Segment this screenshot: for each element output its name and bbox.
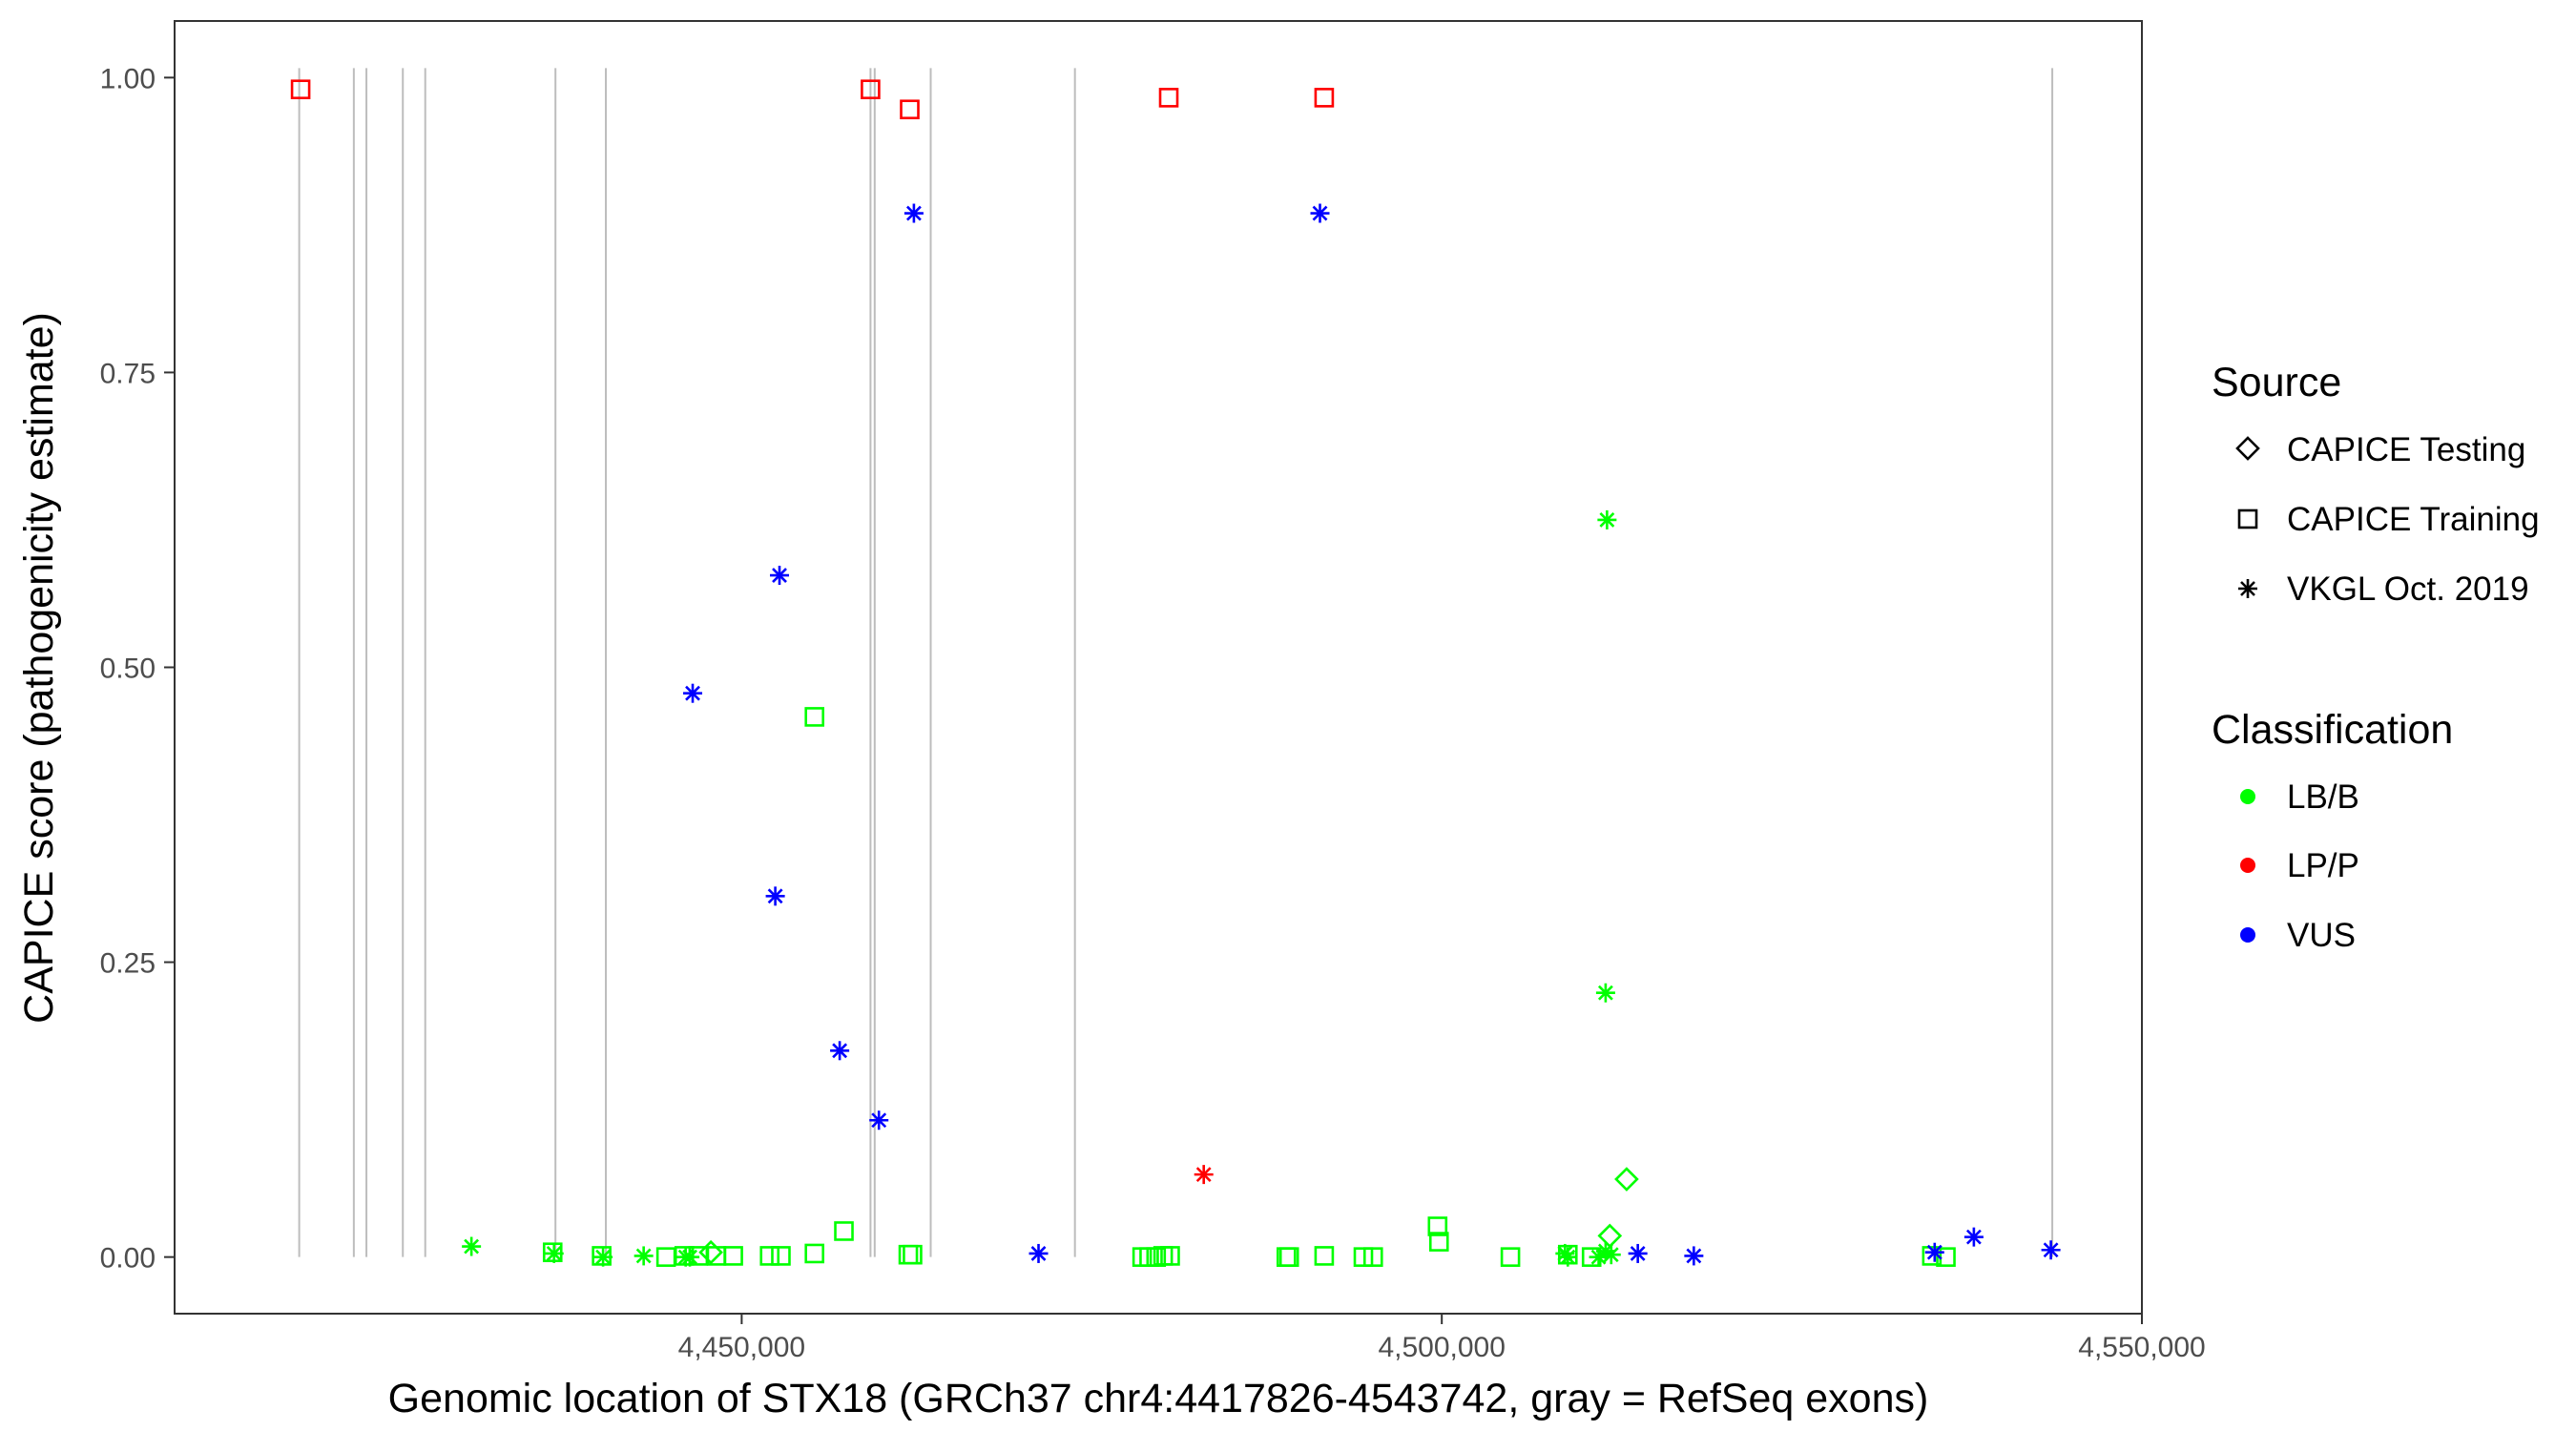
legend-item-label: VKGL Oct. 2019 bbox=[2287, 570, 2529, 608]
data-point-square bbox=[1160, 1246, 1180, 1266]
red-dot-icon bbox=[2240, 858, 2255, 873]
data-point-asterisk bbox=[1194, 1165, 1214, 1185]
data-point-square bbox=[1922, 1246, 1942, 1266]
data-point-asterisk bbox=[904, 203, 924, 223]
legend-item-vus: VUS bbox=[2240, 917, 2356, 954]
data-point-asterisk bbox=[1028, 1243, 1049, 1263]
data-point-asterisk bbox=[765, 886, 785, 906]
legend-item-label: LP/P bbox=[2287, 847, 2359, 884]
data-point-square bbox=[723, 1246, 743, 1266]
y-tick-label: 0.25 bbox=[100, 948, 156, 980]
data-point-square bbox=[1428, 1232, 1449, 1252]
data-point-diamond bbox=[698, 1239, 723, 1265]
data-point-square bbox=[290, 79, 311, 100]
data-point-asterisk bbox=[1558, 1247, 1578, 1267]
y-axis-title: CAPICE score (pathogenicity estimate) bbox=[16, 312, 62, 1024]
data-point-asterisk bbox=[2041, 1240, 2061, 1260]
data-point-square bbox=[1314, 88, 1335, 108]
data-point-square bbox=[834, 1221, 854, 1241]
data-points bbox=[290, 79, 2061, 1267]
legend-item-label: VUS bbox=[2287, 917, 2356, 954]
data-point-asterisk bbox=[1597, 509, 1617, 529]
exon-lines bbox=[298, 68, 2054, 1257]
data-point-asterisk bbox=[1310, 203, 1330, 223]
data-point-square bbox=[1500, 1247, 1521, 1267]
data-point-square bbox=[1427, 1216, 1448, 1236]
data-point-asterisk bbox=[462, 1236, 482, 1256]
y-tick-label: 1.00 bbox=[100, 63, 156, 94]
data-point-asterisk bbox=[544, 1243, 564, 1263]
x-tick-label: 4,500,000 bbox=[1378, 1332, 1505, 1363]
blue-dot-icon bbox=[2240, 927, 2255, 943]
data-point-asterisk bbox=[593, 1247, 613, 1267]
data-point-square bbox=[903, 1244, 923, 1265]
data-point-square bbox=[1158, 88, 1179, 108]
data-point-asterisk bbox=[680, 1247, 700, 1267]
data-point-asterisk bbox=[1924, 1242, 1944, 1262]
data-point-square bbox=[804, 1243, 825, 1264]
legend-item-lbb: LB/B bbox=[2240, 778, 2359, 816]
y-tick-label: 0.50 bbox=[100, 653, 156, 685]
data-point-asterisk bbox=[634, 1246, 654, 1266]
data-point-square bbox=[861, 79, 881, 100]
data-point-square bbox=[1314, 1246, 1335, 1266]
data-point-asterisk bbox=[770, 566, 790, 586]
legend-item-capice-testing: CAPICE Testing bbox=[2235, 431, 2525, 468]
data-point-square bbox=[1278, 1247, 1299, 1267]
green-dot-icon bbox=[2240, 789, 2255, 804]
data-point-square bbox=[1936, 1247, 1956, 1267]
asterisk-icon bbox=[2238, 579, 2257, 598]
square-icon bbox=[2237, 508, 2258, 529]
data-point-asterisk bbox=[1628, 1243, 1648, 1263]
x-axis-title: Genomic location of STX18 (GRCh37 chr4:4… bbox=[388, 1376, 1929, 1421]
legend-item-label: CAPICE Training bbox=[2287, 501, 2540, 538]
legend-item-label: CAPICE Testing bbox=[2287, 431, 2525, 468]
y-tick-label: 0.75 bbox=[100, 358, 156, 389]
data-point-square bbox=[900, 99, 920, 120]
data-point-asterisk bbox=[1601, 1245, 1621, 1265]
x-tick-label: 4,450,000 bbox=[678, 1332, 805, 1363]
legend-source-title: Source bbox=[2212, 360, 2341, 405]
legend: Source CAPICE Testing CAPICE Training VK… bbox=[2212, 360, 2540, 954]
y-axis: 0.00 0.25 0.50 0.75 1.00 bbox=[100, 63, 175, 1275]
data-point-square bbox=[804, 707, 825, 727]
legend-item-capice-training: CAPICE Training bbox=[2237, 501, 2540, 538]
y-tick-label: 0.00 bbox=[100, 1243, 156, 1275]
x-tick-label: 4,550,000 bbox=[2078, 1332, 2205, 1363]
data-point-asterisk bbox=[1963, 1227, 1984, 1247]
diamond-icon bbox=[2235, 436, 2260, 461]
data-point-square bbox=[1362, 1247, 1383, 1267]
legend-classification-title: Classification bbox=[2212, 707, 2453, 753]
data-point-square bbox=[759, 1246, 780, 1266]
x-axis: 4,450,000 4,500,000 4,550,000 bbox=[678, 1314, 2206, 1363]
data-point-asterisk bbox=[1595, 983, 1615, 1003]
data-point-asterisk bbox=[830, 1041, 850, 1061]
legend-item-vkgl: VKGL Oct. 2019 bbox=[2238, 570, 2529, 608]
data-point-asterisk bbox=[1684, 1246, 1704, 1266]
legend-item-label: LB/B bbox=[2287, 778, 2359, 816]
legend-item-lpp: LP/P bbox=[2240, 847, 2359, 884]
data-point-diamond bbox=[1614, 1167, 1639, 1192]
data-point-asterisk bbox=[869, 1110, 889, 1130]
data-point-asterisk bbox=[683, 683, 703, 703]
data-point-square bbox=[771, 1246, 791, 1266]
